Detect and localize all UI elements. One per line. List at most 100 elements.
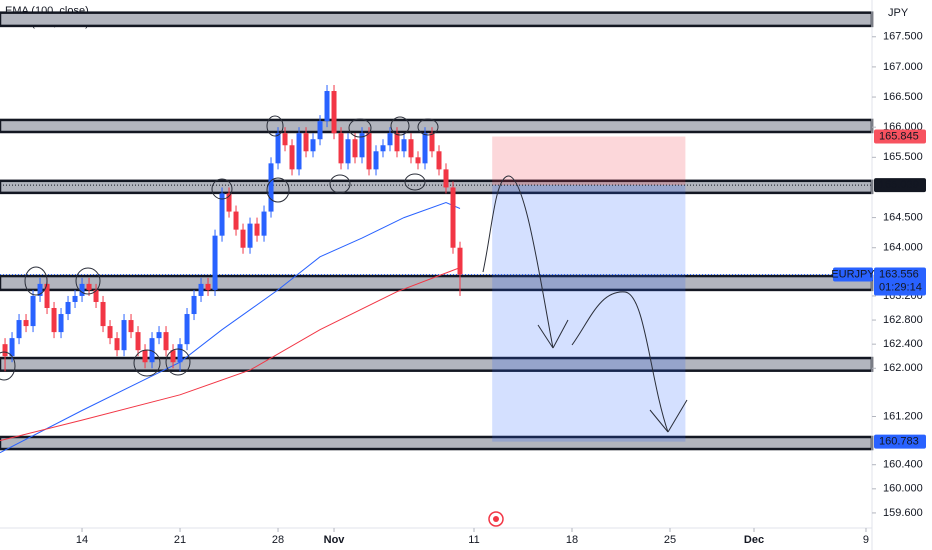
- candle-body: [184, 314, 190, 345]
- price-tag-label: 160.783: [879, 436, 919, 448]
- event-icon-dot: [493, 516, 499, 522]
- candle-body: [352, 139, 358, 158]
- candle-body: [65, 301, 71, 315]
- y-tick-label: 162.400: [883, 338, 923, 350]
- x-tick-label: Nov: [324, 534, 346, 546]
- candle-body: [373, 151, 379, 170]
- candle-body: [457, 247, 463, 275]
- candle-body: [114, 338, 120, 351]
- circle-note: [0, 351, 16, 381]
- candle-body: [219, 193, 225, 236]
- arrow-curve: [571, 291, 669, 433]
- countdown: 01:29:14: [879, 281, 922, 293]
- candle-body: [275, 133, 281, 164]
- y-tick-label: 167.000: [883, 61, 923, 73]
- candle-body: [121, 320, 127, 351]
- candle-body: [93, 289, 99, 302]
- ema-line: [0, 201, 461, 454]
- circle-note: [404, 173, 426, 191]
- x-tick-label: 18: [566, 534, 578, 546]
- x-tick-label: 14: [76, 534, 88, 546]
- candle-body: [163, 332, 169, 351]
- candle-body: [282, 133, 288, 146]
- candle-body: [247, 223, 253, 248]
- candle-body: [100, 301, 106, 327]
- candle-body: [387, 133, 393, 146]
- candle-body: [128, 320, 134, 333]
- x-tick-label: Dec: [744, 534, 764, 546]
- candle-body: [86, 283, 92, 290]
- circle-note: [417, 118, 439, 136]
- candle-body: [359, 133, 365, 158]
- candle-body: [149, 338, 155, 363]
- x-tick-label: 9: [863, 534, 869, 546]
- candle-body: [289, 145, 295, 170]
- circle-note: [133, 349, 161, 377]
- candle-body: [72, 295, 78, 302]
- y-tick-label: 166.500: [883, 91, 923, 103]
- price-tag: [874, 129, 926, 144]
- circle-note: [390, 116, 410, 136]
- candle-body: [317, 121, 323, 140]
- y-tick-label: 162.800: [883, 314, 923, 326]
- candle-body: [366, 133, 372, 170]
- y-tick-label: 159.600: [883, 507, 923, 519]
- candle-body: [331, 91, 337, 134]
- candle-body: [142, 350, 148, 363]
- circle-note: [266, 115, 284, 137]
- candle-body: [79, 283, 85, 296]
- candle-body: [212, 235, 218, 290]
- candle-body: [261, 211, 267, 236]
- stop-area: [492, 136, 686, 186]
- candle-body: [177, 344, 183, 363]
- circle-note: [348, 118, 372, 138]
- candle-body: [408, 139, 414, 158]
- candle-body: [345, 139, 351, 164]
- y-tick-label: 160.400: [883, 459, 923, 471]
- candle-body: [191, 295, 197, 315]
- y-tick-label: 164.000: [883, 242, 923, 254]
- circle-note: [75, 267, 101, 295]
- sr-zone: [0, 11, 874, 28]
- y-tick-label: 165.500: [883, 151, 923, 163]
- last-price-tag: [874, 267, 926, 296]
- y-tick-label: 162.000: [883, 362, 923, 374]
- candle-body: [310, 139, 316, 152]
- candle-body: [296, 133, 302, 170]
- candle-body: [436, 151, 442, 170]
- last-price-label: 163.556: [879, 268, 919, 280]
- symbol-label: EURJPY: [831, 268, 875, 280]
- candle-body: [156, 332, 162, 339]
- x-tick-label: 28: [272, 534, 284, 546]
- sr-zone: [0, 179, 874, 195]
- candle-body: [170, 350, 176, 363]
- candle-body: [268, 163, 274, 212]
- candle-body: [443, 169, 449, 188]
- y-tick-label: 160.000: [883, 483, 923, 495]
- candle-body: [37, 283, 43, 296]
- candle-body: [401, 139, 407, 152]
- x-tick-label: 25: [664, 534, 676, 546]
- arrow-head: [537, 319, 569, 349]
- candle-body: [44, 283, 50, 308]
- circle-note: [211, 178, 233, 200]
- circle-note: [165, 348, 191, 376]
- arrow-curve: [482, 175, 554, 349]
- candle-body: [233, 211, 239, 230]
- price-tag: [874, 434, 926, 449]
- currency-label: JPY: [888, 7, 909, 19]
- candle-body: [303, 133, 309, 152]
- candle-body: [394, 133, 400, 152]
- candle-body: [450, 187, 456, 248]
- price-axis: 167.500167.000166.500166.000165.500164.5…: [76, 31, 926, 546]
- arrow-head: [649, 399, 688, 433]
- candle-body: [30, 295, 36, 327]
- candle-body: [205, 283, 211, 290]
- price-tag-label: 165.039: [879, 179, 919, 191]
- candle-body: [135, 332, 141, 351]
- price-tag-label: 165.845: [879, 130, 919, 142]
- candle-body: [324, 91, 330, 122]
- candle-body: [422, 133, 428, 164]
- candle-body: [51, 308, 57, 333]
